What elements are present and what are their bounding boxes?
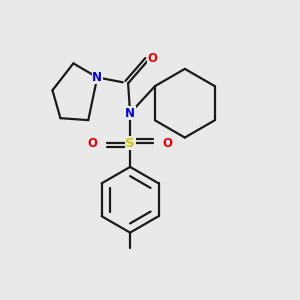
Text: N: N bbox=[92, 71, 102, 84]
Text: O: O bbox=[162, 136, 172, 149]
Text: O: O bbox=[148, 52, 158, 65]
Text: O: O bbox=[88, 136, 98, 149]
Text: S: S bbox=[125, 136, 135, 149]
Text: N: N bbox=[125, 107, 135, 120]
